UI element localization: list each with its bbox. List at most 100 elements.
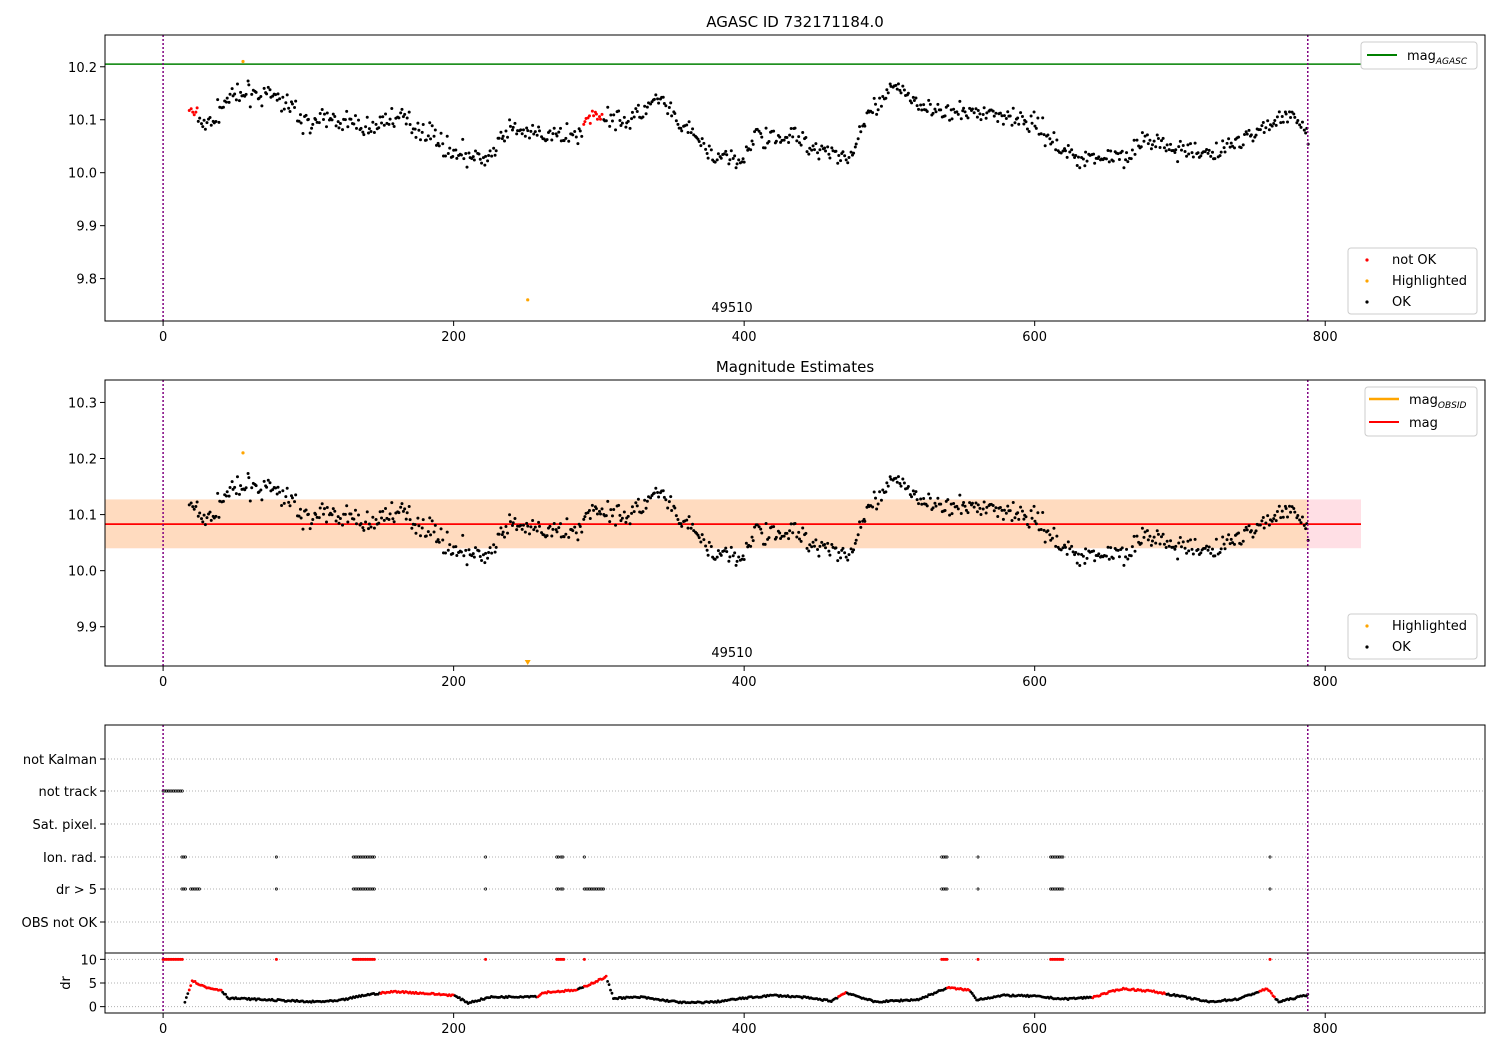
magnitude-point [919,497,923,501]
agasc-point [590,109,594,113]
agasc-point [1030,121,1034,125]
flag-point [598,887,602,891]
magnitude-point [1183,546,1187,550]
agasc-point [643,104,647,108]
magnitude-point [1178,536,1182,540]
magnitude-point [1048,533,1052,537]
agasc-point [824,149,828,153]
agasc-point [676,122,680,126]
agasc-point [1209,154,1213,158]
magnitude-point [433,523,437,527]
magnitude-point [661,489,665,493]
magnitude-point [1155,529,1159,533]
agasc-point [826,145,830,149]
agasc-point [608,124,612,128]
magnitude-point [299,516,303,520]
magnitude-point [1034,522,1038,526]
agasc-point [884,96,888,100]
magnitude-point [1176,557,1180,561]
magnitude-point [680,524,684,528]
magnitude-point [1017,517,1021,521]
magnitude-point [782,534,786,538]
agasc-point [565,122,569,126]
agasc-point [1164,149,1168,153]
agasc-point [1262,130,1266,134]
magnitude-point [797,537,801,541]
magnitude-point [538,524,542,528]
magnitude-point [763,542,767,546]
agasc-point [1173,151,1177,155]
magnitude-point [414,531,418,535]
magnitude-point [859,525,863,529]
agasc-point [282,107,286,111]
agasc-point [1298,123,1302,127]
agasc-point [816,151,820,155]
magnitude-point [1173,547,1177,551]
agasc-point [797,141,801,145]
agasc-point [974,107,978,111]
agasc-point [979,118,983,122]
magnitude-legend-mag: mag [1409,416,1438,431]
agasc-point [1261,121,1265,125]
agasc-point [550,138,554,142]
magnitude-point [371,515,375,519]
magnitude-point [705,548,709,552]
agasc-point [836,161,840,165]
agasc-point [341,128,345,132]
magnitude-point [278,490,282,494]
agasc-point [1083,164,1087,168]
agasc-point [1093,161,1097,165]
magnitude-point [936,496,940,500]
magnitude-point [362,528,366,532]
agasc-point [827,152,831,156]
flag-point [274,855,278,859]
magnitude-point [741,554,745,558]
magnitude-point [511,521,515,525]
magnitude-point [294,493,298,497]
magnitude-point [854,538,858,542]
agasc-point [774,139,778,143]
magnitude-point [1146,538,1150,542]
agasc-point [587,114,591,118]
magnitude-point [1063,545,1067,549]
flag-point [355,887,359,891]
magnitude-point [1152,535,1156,539]
magnitude-point [531,518,535,522]
magnitude-point [418,534,422,538]
agasc-point [374,122,378,126]
magnitude-point [317,516,321,520]
magnitude-point [767,536,771,540]
dr-point [973,996,977,1000]
agasc-point [531,123,535,127]
magnitude-point [1109,546,1113,550]
dr-capped-point [562,957,566,961]
magnitude-point [500,533,504,537]
magnitude-point [325,505,329,509]
magnitude-point [779,537,783,541]
agasc-plot-frame [104,34,1486,322]
agasc-point [885,88,889,92]
agasc-point [949,108,953,112]
magnitude-point [304,508,308,512]
magnitude-point [244,486,248,490]
agasc-point [946,104,950,108]
magnitude-point [630,511,634,515]
magnitude-point [587,509,591,513]
agasc-point [628,126,632,130]
agasc-point [532,132,536,136]
magnitude-point [345,504,349,508]
agasc-point [804,136,808,140]
agasc-point [1169,142,1173,146]
agasc-point [817,157,821,161]
agasc-point [583,120,587,124]
magnitude-point [432,530,436,534]
agasc-xtick-label: 0 [159,330,167,345]
agasc-point [906,91,910,95]
magnitude-point [459,550,463,554]
agasc-point [528,136,532,140]
magnitude-point [1052,526,1056,530]
magnitude-point [619,519,623,523]
magnitude-point [1266,514,1270,518]
magnitude-point [1084,547,1088,551]
dr-point [972,994,976,998]
